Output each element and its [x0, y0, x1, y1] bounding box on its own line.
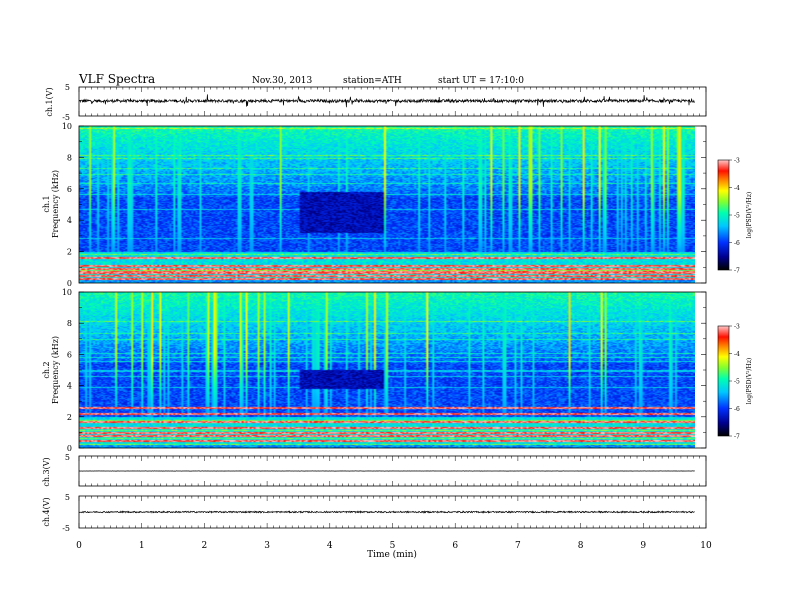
- colorbar-tick-label: -7: [734, 434, 740, 441]
- ch2-colorbar-label: log(PSD(V²/Hz): [746, 358, 753, 405]
- time-tick-label: 5: [390, 541, 396, 551]
- ch4-waveform-panel: 5 -5 ch.4(V): [42, 493, 707, 533]
- time-tick-label: 7: [515, 541, 521, 551]
- ch1-channel-label: ch.1: [42, 195, 51, 212]
- ch2-frequency-ticks: 0 2 4 6 8 10: [62, 288, 706, 453]
- colorbar-tick-label: -4: [734, 185, 740, 192]
- ch2-frequency-ylabel: Frequency (kHz): [51, 336, 60, 404]
- time-axis-tick-labels: 0 1 2 3 4 5 6 7 8 9 10: [76, 541, 712, 551]
- frequency-tick-label: 0: [67, 279, 72, 288]
- ch2-colorbar: -3 -4 -5 -6 -7 log(PSD(V²/Hz): [717, 324, 753, 441]
- ch1-spectrogram-image: [79, 126, 695, 283]
- frequency-tick-label: 8: [67, 153, 72, 162]
- ch4-waveform-ylabel: ch.4(V): [42, 497, 51, 526]
- colorbar-tick-label: -5: [734, 379, 740, 386]
- ch1-ytick-top: 5: [65, 83, 70, 92]
- ch1-frequency-ticks: 0 2 4 6 8 10: [62, 122, 706, 288]
- ch2-spectrogram-image: [79, 292, 695, 448]
- time-tick-label: 2: [202, 541, 208, 551]
- ch1-waveform-trace: [79, 94, 695, 108]
- ch1-waveform-panel: 5 -5 ch.1(V): [45, 83, 707, 122]
- ch1-ytick-bottom: -5: [62, 113, 70, 122]
- frequency-tick-label: 4: [67, 216, 72, 225]
- ch3-ytick-top: 5: [65, 453, 70, 462]
- colorbar-tick-label: -6: [734, 240, 740, 247]
- ch1-frequency-ylabel: Frequency (kHz): [51, 170, 60, 238]
- ch2-colorbar-ticks: -3 -4 -5 -6 -7: [729, 324, 740, 441]
- ch4-ytick-bottom: -5: [62, 524, 70, 533]
- frequency-tick-label: 6: [67, 350, 72, 359]
- ch1-spectrogram-panel: 0 2 4 6 8 10 ch.1 Frequency (kHz) -3 -4 -5 -6 -7 …: [42, 122, 753, 288]
- time-tick-label: 6: [452, 541, 458, 551]
- station-label: station=ATH: [343, 76, 402, 86]
- date-label: Nov.30, 2013: [252, 76, 313, 86]
- time-tick-label: 4: [327, 541, 333, 551]
- frequency-tick-label: 6: [67, 185, 72, 194]
- frequency-tick-label: 4: [67, 382, 72, 391]
- time-tick-label: 10: [700, 541, 712, 551]
- ch4-ytick-top: 5: [65, 493, 70, 502]
- colorbar-tick-label: -6: [734, 406, 740, 413]
- colorbar-tick-label: -5: [734, 213, 740, 220]
- ch4-waveform-ticks: [78, 496, 707, 528]
- ch1-colorbar-ticks: -3 -4 -5 -6 -7: [729, 158, 740, 275]
- colorbar-tick-label: -3: [734, 324, 740, 331]
- ch3-waveform-ticks: [78, 456, 707, 486]
- ch1-colorbar-label: log(PSD(V²/Hz): [746, 192, 753, 239]
- ch1-colorbar-gradient: [717, 159, 730, 271]
- colorbar-tick-label: -7: [734, 268, 740, 275]
- ch2-spectrogram-panel: 0 2 4 6 8 10 ch.2 Frequency (kHz) -3 -4 -5 -6 -7 …: [42, 288, 753, 453]
- ch1-waveform-ticks: [78, 87, 707, 116]
- frequency-tick-label: 2: [67, 413, 72, 422]
- start-time-label: start UT = 17:10:0: [438, 76, 524, 86]
- colorbar-tick-label: -4: [734, 351, 740, 358]
- time-tick-label: 8: [578, 541, 584, 551]
- frequency-tick-label: 2: [67, 248, 72, 257]
- time-tick-label: 1: [139, 541, 145, 551]
- ch2-colorbar-gradient: [717, 325, 730, 437]
- figure-title: VLF Spectra: [78, 72, 155, 86]
- frequency-tick-label: 10: [62, 288, 72, 297]
- time-axis-label: Time (min): [367, 549, 417, 560]
- time-tick-label: 9: [640, 541, 646, 551]
- ch2-channel-label: ch.2: [42, 361, 51, 378]
- frequency-tick-label: 10: [62, 122, 72, 131]
- ch4-waveform-trace: [78, 510, 695, 514]
- ch1-waveform-ylabel: ch.1(V): [45, 87, 54, 116]
- ch1-colorbar: -3 -4 -5 -6 -7 log(PSD(V²/Hz): [717, 158, 753, 275]
- ch3-waveform-panel: 5 ch.3(V): [42, 453, 707, 487]
- time-tick-label: 0: [76, 541, 82, 551]
- frequency-tick-label: 0: [67, 444, 72, 453]
- ch3-waveform-ylabel: ch.3(V): [42, 457, 51, 486]
- time-tick-label: 3: [264, 541, 270, 551]
- frequency-tick-label: 8: [67, 319, 72, 328]
- colorbar-tick-label: -3: [734, 158, 740, 165]
